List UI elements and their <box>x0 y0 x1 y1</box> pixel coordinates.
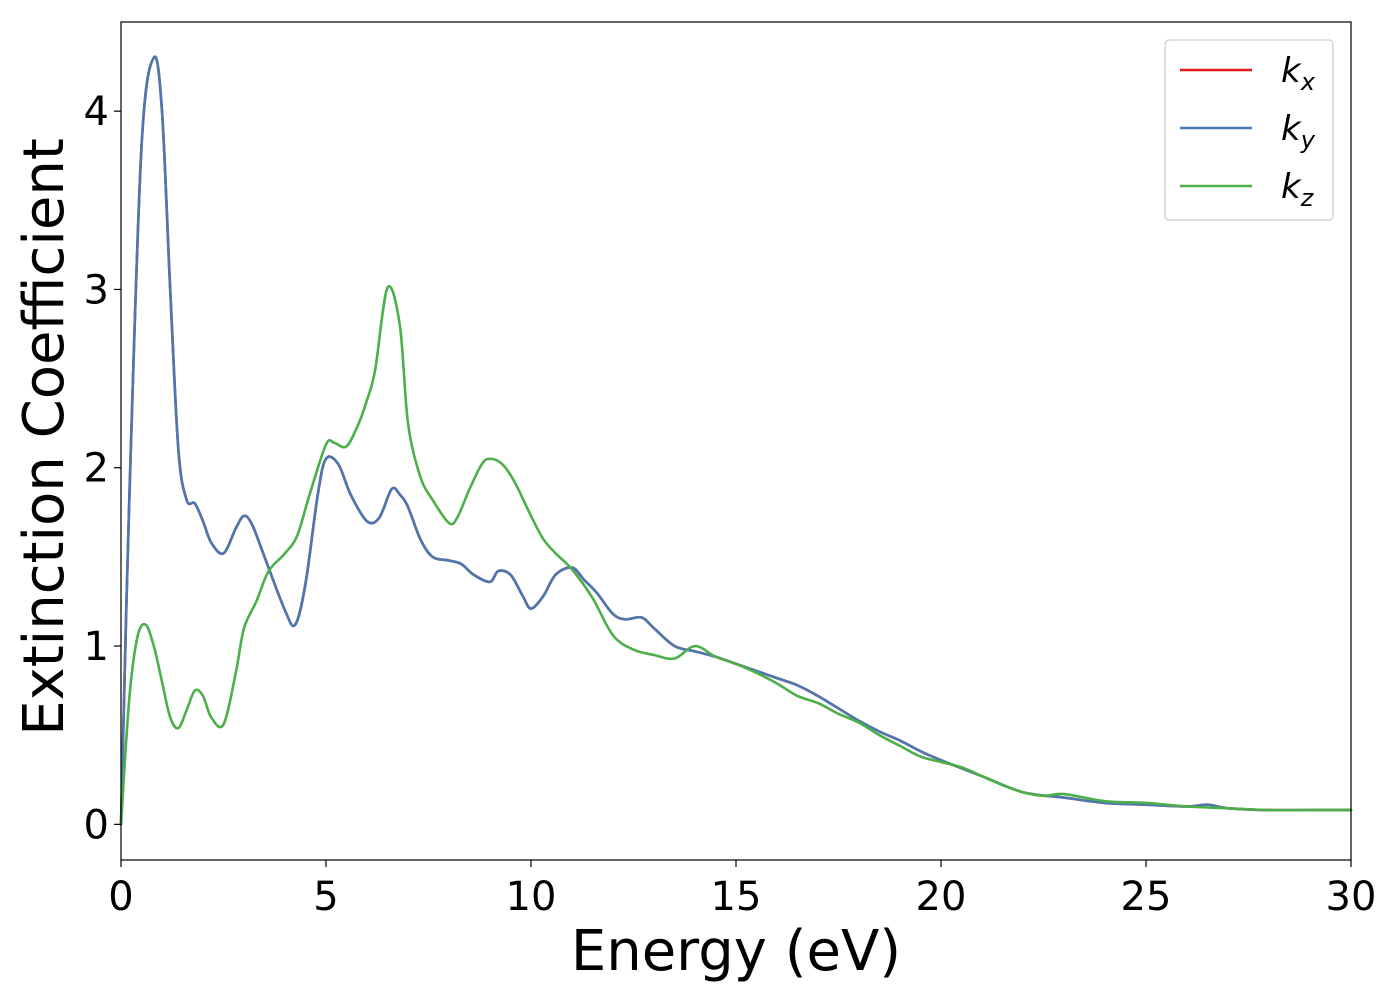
y-tick-label: 2 <box>84 446 109 492</box>
legend-label-x: kx <box>1281 51 1316 96</box>
legend-label-y: ky <box>1281 109 1316 154</box>
x-tick-label: 10 <box>506 874 557 920</box>
y-tick-label: 0 <box>84 802 109 848</box>
x-tick-label: 5 <box>313 874 338 920</box>
y-axis-ticks: 0 1 2 3 4 <box>84 89 121 848</box>
x-axis-ticks: 0 5 10 15 20 25 30 <box>108 860 1376 920</box>
legend: kx ky kz <box>1164 39 1334 221</box>
x-tick-label: 20 <box>916 874 967 920</box>
x-axis-label: Energy (eV) <box>571 919 901 984</box>
series-line-k-y <box>119 55 1353 826</box>
x-tick-label: 25 <box>1121 874 1172 920</box>
series-line-k-z <box>119 284 1353 826</box>
x-tick-label: 30 <box>1326 874 1377 920</box>
x-tick-label: 15 <box>711 874 762 920</box>
y-tick-label: 3 <box>84 267 109 313</box>
legend-box <box>1164 39 1334 221</box>
plot-lines <box>119 55 1353 826</box>
y-tick-label: 4 <box>84 89 109 135</box>
x-tick-label: 0 <box>108 874 133 920</box>
legend-label-z: kz <box>1281 167 1315 212</box>
y-tick-label: 1 <box>84 624 109 670</box>
y-axis-label: Extinction Coefficient <box>12 138 77 736</box>
